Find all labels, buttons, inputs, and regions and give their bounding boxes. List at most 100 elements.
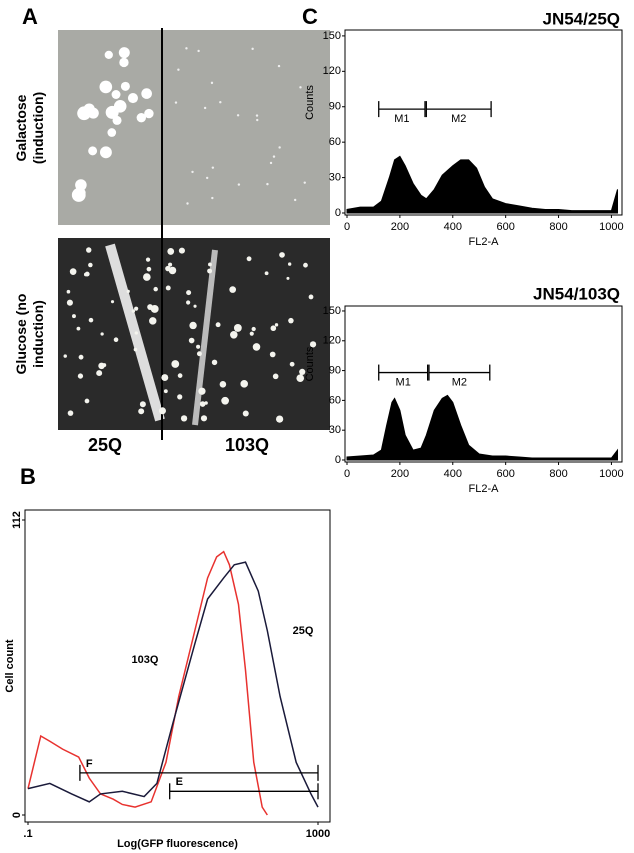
colony [296,374,305,382]
colony [208,262,212,267]
colony [274,323,279,327]
row-label: Galactose(induction) [13,92,46,164]
colony [158,407,166,415]
y-tick-label: 60 [329,394,341,406]
colony [180,415,188,422]
colony [98,362,105,370]
histogram [346,394,619,461]
colony [219,381,227,388]
gate-label: M2 [452,376,467,388]
colony [198,387,206,395]
colony [131,309,136,313]
colony [236,114,240,117]
colony [193,304,197,308]
colony [69,268,77,275]
x-axis-label: Log(GFP fluorescence) [117,838,238,850]
colony [199,401,206,407]
colony [277,64,281,68]
colony [221,396,230,405]
colony [286,276,290,280]
colony [177,394,183,400]
colony [174,101,178,104]
colony [76,326,81,331]
colony [67,410,74,416]
x-tick-label: 600 [496,221,514,233]
panel-label: A [22,4,38,29]
colony [185,47,188,50]
colony [177,68,180,71]
colony [289,361,295,367]
y-tick-label: 90 [329,101,341,113]
x-tick-label: 0 [344,468,350,480]
colony [242,410,249,417]
colony [118,47,130,59]
colony [233,324,242,332]
colony [303,262,308,268]
x-tick-label: 400 [444,221,462,233]
panel-label: C [302,4,318,29]
colony [141,88,152,99]
colony [104,50,113,60]
colony [215,322,221,328]
colony [76,188,86,198]
colony [100,332,104,336]
colony [204,401,208,405]
colony [110,300,115,304]
series-label: 25Q [293,625,314,637]
colony [165,285,171,291]
row-label-line: Glucose (no [13,294,29,375]
colony [288,262,292,266]
histogram-line [27,550,268,816]
colony [86,247,92,253]
colony [150,305,159,313]
x-axis-label: FL2-A [469,483,500,495]
streak [192,249,218,426]
y-tick-label: 60 [329,136,341,148]
colony [299,86,302,89]
colony [88,146,98,156]
histogram [346,155,619,214]
x-tick-label: 200 [391,221,409,233]
colony [63,354,67,358]
colony [113,337,119,342]
colony [211,166,215,169]
colony [99,80,113,94]
colony [136,112,147,123]
colony [72,314,76,319]
x-tick-label: 800 [549,221,567,233]
colony [288,317,294,324]
colony [252,343,261,351]
series-label: 103Q [132,654,159,666]
x-tick-label: 200 [391,468,409,480]
colony [186,202,189,205]
colony [78,354,84,360]
colony [186,300,191,305]
colony [171,360,180,368]
colony [88,317,94,323]
chart-title: JN54/103Q [533,284,620,303]
x-tick-label: 400 [444,468,462,480]
y-tick-label: 30 [329,171,341,183]
y-tick-label: 150 [323,305,341,317]
gate-label: M1 [394,113,409,125]
colony [275,415,284,423]
colony [105,105,119,119]
colony [186,290,192,296]
colony [99,146,112,159]
colony [299,368,306,375]
colony [163,389,168,394]
row-label: Glucose (noinduction) [13,294,46,375]
x-axis-label: FL2-A [469,236,500,248]
colony [138,408,145,415]
gate-label: E [176,776,183,788]
colony [144,108,154,119]
colony [249,331,254,336]
colony [203,106,207,110]
y-axis-label: Counts [304,346,316,381]
colony [266,182,269,186]
colony [269,161,273,165]
colony [96,370,103,377]
colony [149,317,157,325]
colony [146,266,152,272]
colony [88,262,93,268]
